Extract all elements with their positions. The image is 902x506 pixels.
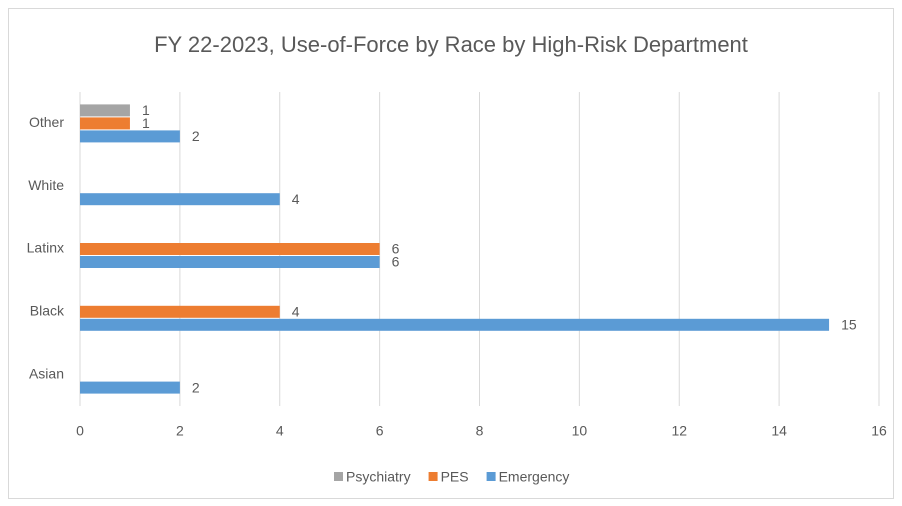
bar [80,193,280,206]
data-label: 2 [192,379,200,395]
x-tick-label: 2 [176,423,184,439]
y-tick-label: Latinx [27,240,64,256]
data-label: 2 [192,128,200,144]
legend-label: Emergency [499,469,570,485]
x-tick-label: 16 [871,423,887,439]
y-tick-label: White [28,177,64,193]
data-label: 1 [142,102,150,118]
x-tick-label: 6 [376,423,384,439]
x-tick-label: 0 [76,423,84,439]
x-tick-label: 10 [572,423,588,439]
legend-label: Psychiatry [346,469,411,485]
bar [80,318,830,331]
y-tick-label: Other [29,114,64,130]
data-label: 15 [841,317,857,333]
bar [80,104,130,117]
legend-swatch [486,472,496,481]
legend-swatch [428,472,438,481]
chart-title: FY 22-2023, Use-of-Force by Race by High… [154,32,748,57]
data-label: 6 [392,241,400,257]
data-label: 6 [392,254,400,270]
bar [80,381,180,394]
x-tick-label: 4 [276,423,284,439]
bar [80,305,280,318]
data-label: 4 [292,191,300,207]
data-label: 1 [142,115,150,131]
x-tick-label: 8 [476,423,484,439]
bar [80,117,130,130]
bar [80,256,380,268]
x-tick-label: 12 [671,423,687,439]
bar [80,130,180,143]
legend-label: PES [441,469,469,485]
x-tick-label: 14 [771,423,787,439]
data-label: 4 [292,304,300,320]
y-tick-label: Black [30,303,65,319]
bar [80,243,380,255]
y-tick-label: Asian [29,365,64,381]
legend-swatch [334,472,343,481]
